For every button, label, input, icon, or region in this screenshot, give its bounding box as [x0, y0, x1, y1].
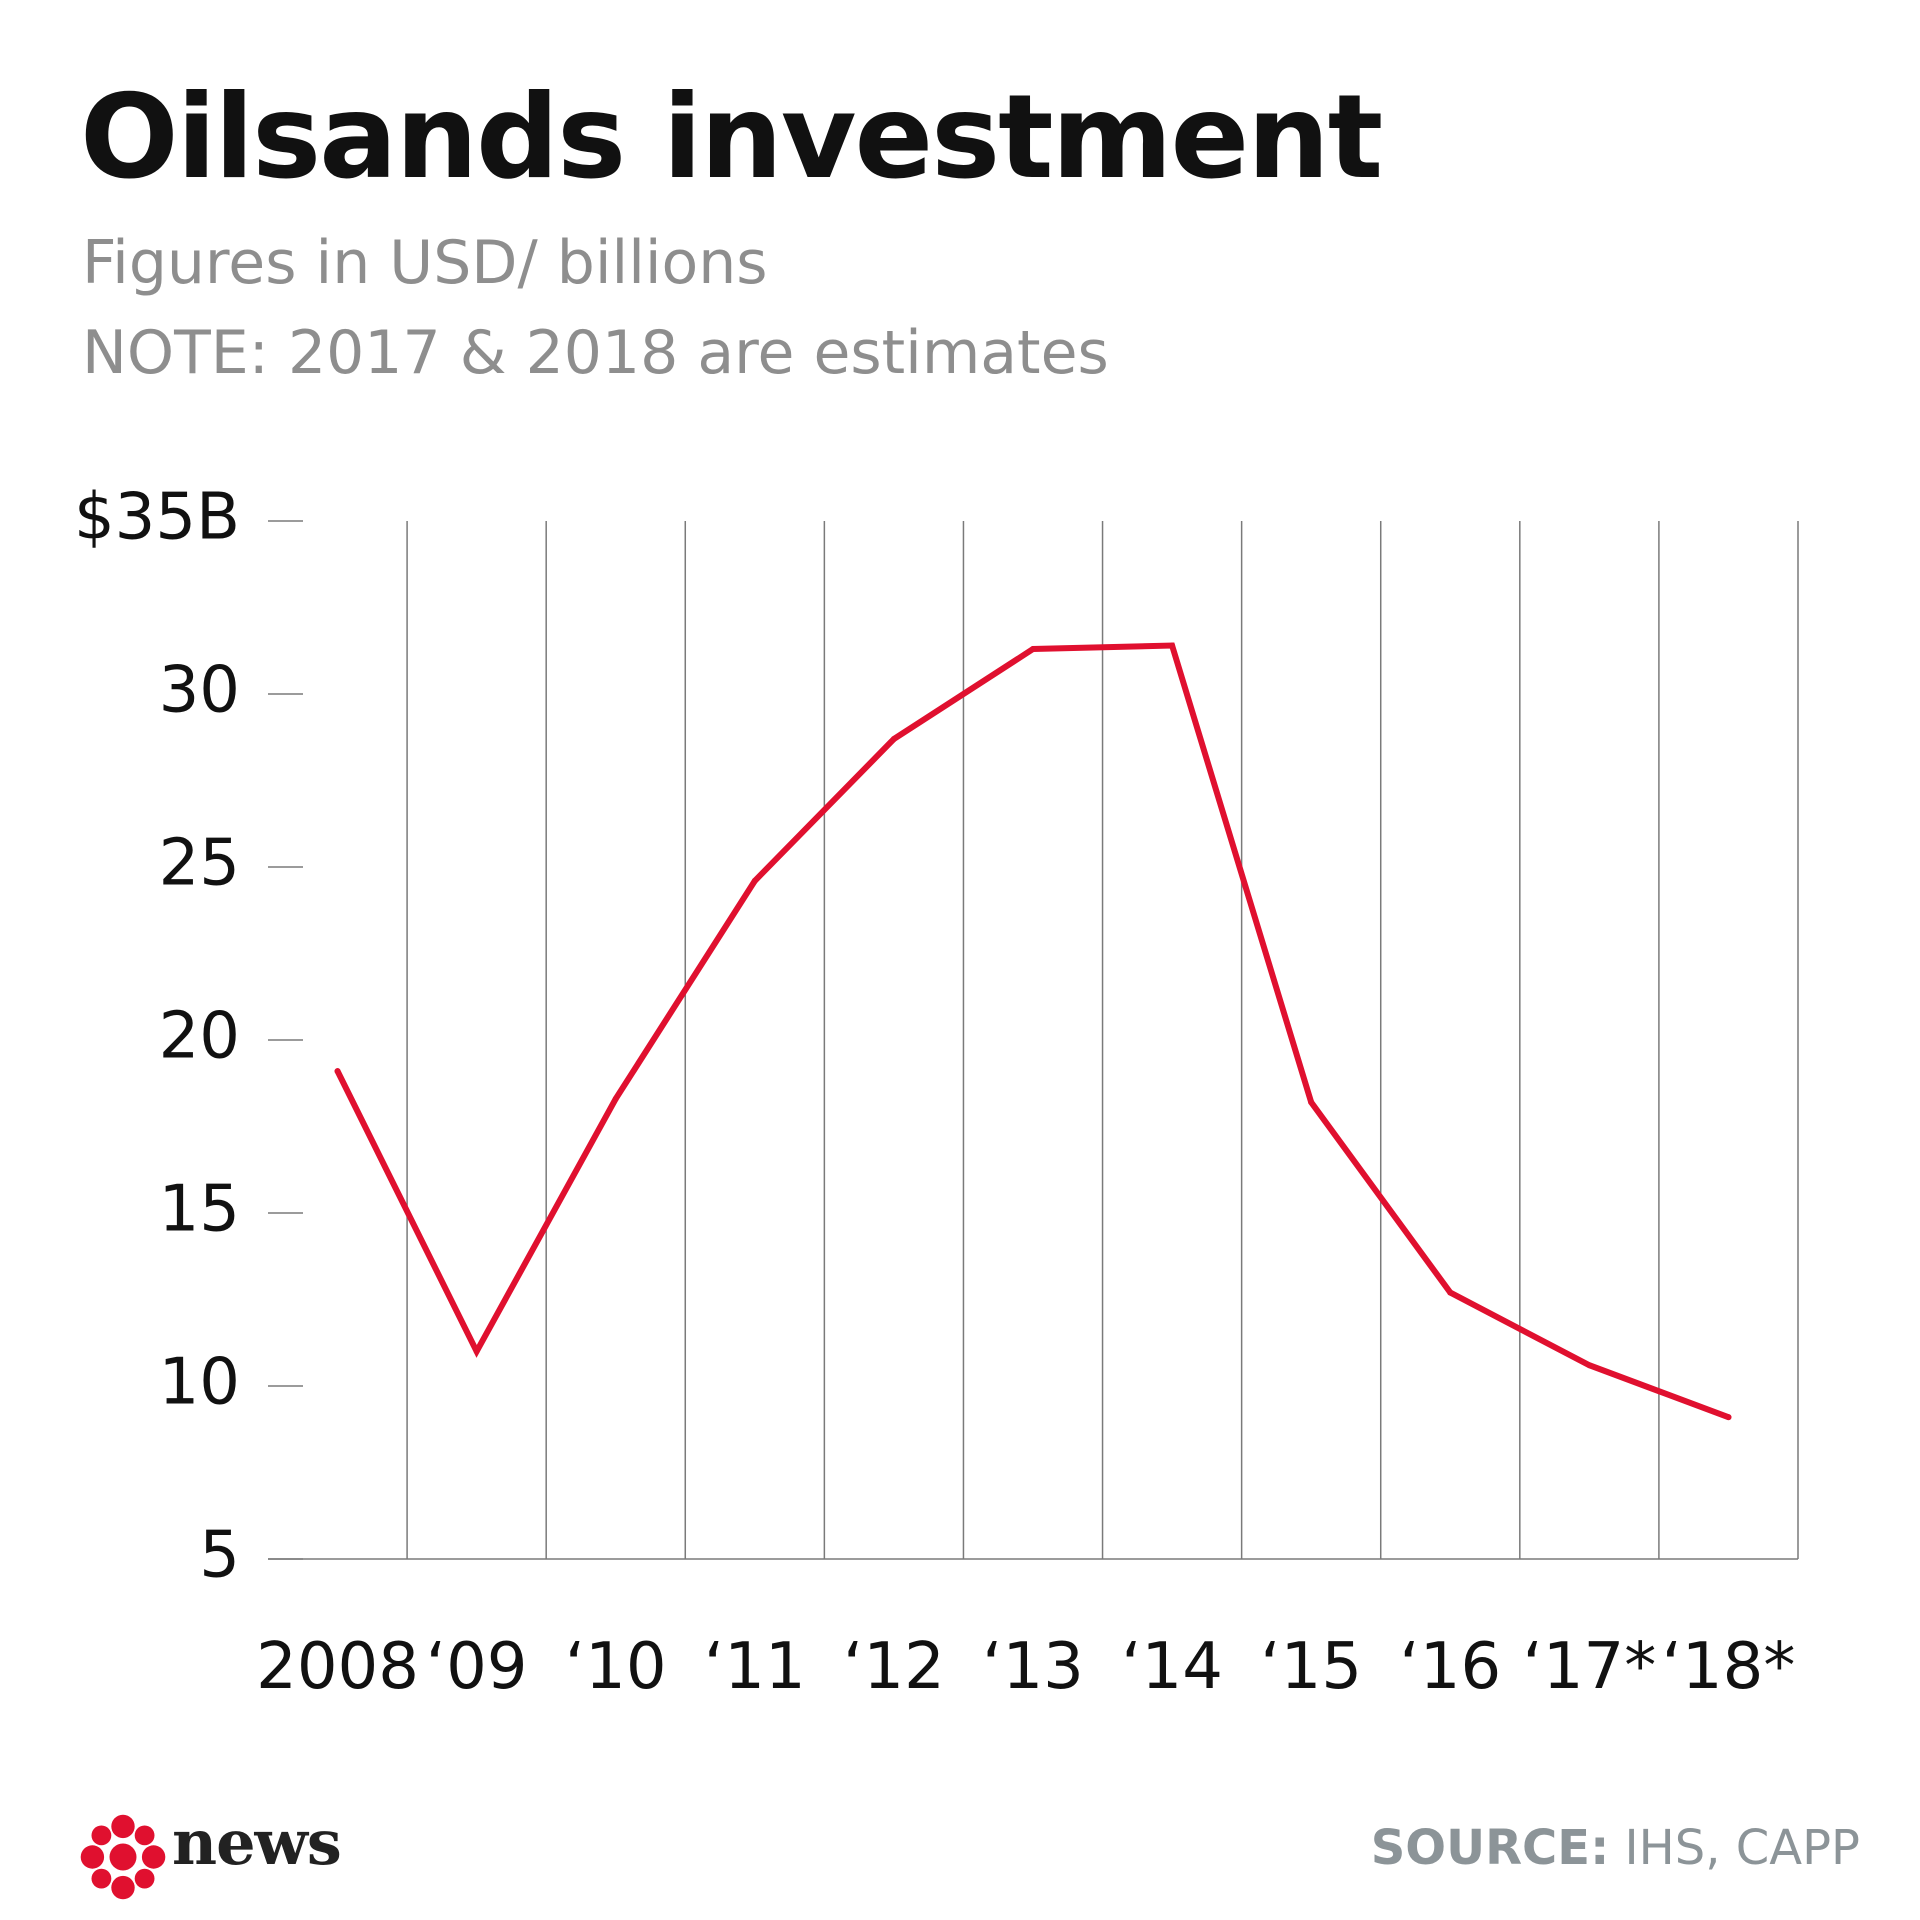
data-point: [1586, 1362, 1593, 1369]
data-point: [334, 1068, 341, 1075]
source-label: SOURCE:: [1370, 1820, 1610, 1876]
y-tick-label: 20: [159, 1000, 240, 1074]
source-credit: SOURCE: IHS, CAPP: [1371, 1820, 1860, 1876]
data-point: [1308, 1099, 1315, 1106]
x-tick-label: ‘13: [982, 1630, 1084, 1704]
x-tick-label: ‘18*: [1662, 1630, 1796, 1704]
chart-note: NOTE: 2017 & 2018 are estimates: [82, 318, 1109, 388]
source-value: IHS, CAPP: [1609, 1820, 1860, 1876]
x-tick-label: ‘11: [704, 1630, 806, 1704]
x-axis: 2008 ‘09 ‘10 ‘11 ‘12 ‘13 ‘14 ‘15 ‘16 ‘17* ‘18*: [256, 1630, 1795, 1704]
x-tick-label: ‘09: [426, 1630, 528, 1704]
x-tick-label: ‘10: [565, 1630, 667, 1704]
data-point: [612, 1095, 619, 1102]
brand-wordmark: news: [172, 1806, 342, 1879]
data-point: [1169, 642, 1176, 649]
y-tick-label: $35B: [74, 481, 240, 555]
data-point: [751, 877, 758, 884]
y-tick-label: 25: [159, 827, 240, 901]
line-chart: 5 10 15 20 25 30 $35B 2008 ‘09 ‘10 ‘11 ‘12 ‘13 ‘14 ‘1…: [74, 481, 1799, 1704]
x-tick-label: ‘17*: [1522, 1630, 1656, 1704]
y-tick-label: 5: [199, 1519, 240, 1593]
chart-title: Oilsands investment: [80, 70, 1383, 205]
y-tick-label: 10: [159, 1346, 240, 1420]
x-tick-label: ‘15: [1260, 1630, 1362, 1704]
y-tick-label: 30: [159, 654, 240, 728]
y-tick-label: 15: [159, 1173, 240, 1247]
series-layer: [334, 642, 1732, 1421]
data-point: [890, 735, 897, 742]
chart-subtitle: Figures in USD/ billions: [82, 228, 768, 298]
y-axis: 5 10 15 20 25 30 $35B: [74, 481, 303, 1593]
data-point: [1725, 1414, 1732, 1421]
gridlines: [268, 521, 1799, 1560]
x-tick-label: ‘16: [1399, 1630, 1501, 1704]
data-point: [1030, 646, 1036, 653]
x-tick-label: ‘14: [1121, 1630, 1223, 1704]
cbc-gem-icon: [80, 1814, 166, 1900]
data-point: [1447, 1289, 1454, 1296]
x-tick-label: 2008: [256, 1630, 419, 1704]
data-point: [473, 1348, 480, 1355]
x-tick-label: ‘12: [843, 1630, 945, 1704]
